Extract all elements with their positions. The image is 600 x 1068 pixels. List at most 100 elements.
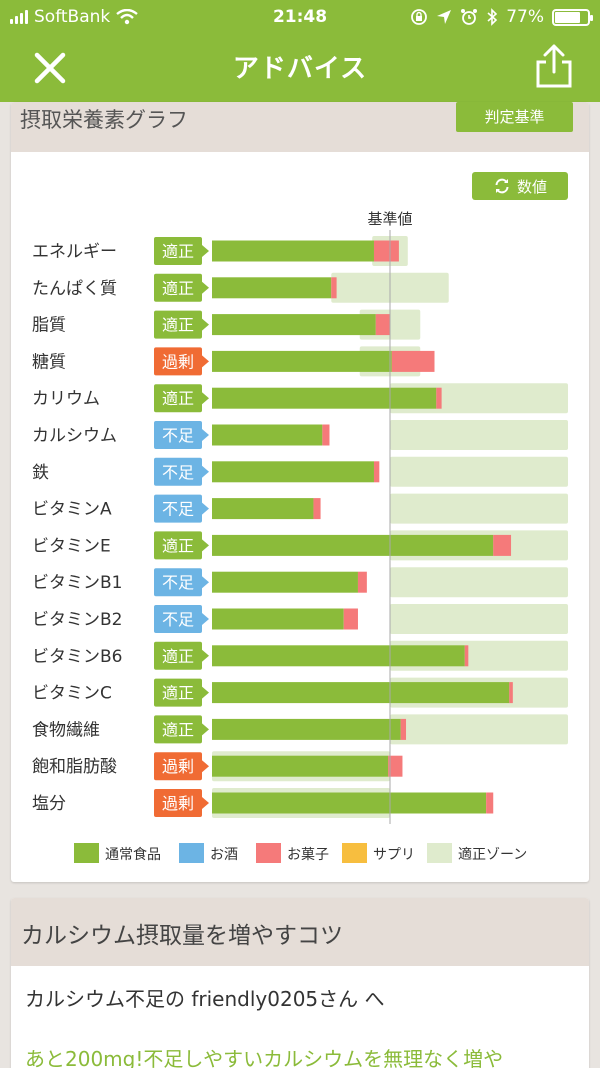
status-badge [154, 605, 202, 633]
location-icon [437, 10, 452, 24]
status-badge [154, 421, 202, 449]
chart-row: ビタミンB6 適正 [32, 640, 568, 671]
legend-label: お菓子 [287, 847, 329, 863]
status-badge-arrow [202, 392, 209, 405]
status-badge [154, 531, 202, 560]
bar-sweets [493, 534, 512, 556]
bar-food [212, 424, 323, 446]
status-badge [154, 273, 202, 302]
status-badge-arrow [202, 318, 209, 331]
status-badge-label: 適正 [162, 720, 194, 739]
status-time: 21:48 [272, 7, 328, 27]
chart-row: ビタミンA 不足 [32, 493, 568, 524]
status-badge-label: 適正 [162, 536, 194, 555]
zone-band [390, 567, 568, 598]
bar-sweets [436, 387, 442, 409]
zone-band [390, 604, 568, 634]
chart-row: ビタミンE 適正 [32, 530, 568, 561]
nutrient-label: 糖質 [32, 352, 66, 372]
bar-sweets [388, 755, 403, 777]
nutrient-label: ビタミンA [32, 500, 112, 520]
status-badge-label: 不足 [162, 500, 194, 519]
criteria-button[interactable]: 判定基準 [456, 102, 573, 132]
chart-row: ビタミンB1 不足 [32, 567, 568, 598]
page-title: アドバイス [232, 54, 368, 84]
chart-row: たんぱく質 適正 [32, 272, 449, 303]
alarm-icon [461, 9, 478, 25]
nutrient-label: 鉄 [32, 463, 49, 483]
bar-food [212, 314, 376, 336]
bar-food [212, 240, 374, 262]
status-badge-label: 不足 [162, 573, 194, 592]
bar-sweets [357, 571, 367, 593]
legend-swatch [256, 843, 281, 863]
status-badge-label: 適正 [162, 279, 194, 298]
bar-sweets [373, 461, 380, 483]
bar-sweets [313, 498, 321, 520]
status-badge [154, 789, 202, 817]
tips-text[interactable]: あと200mg!不足しやすいカルシウムを無理なく増や [25, 1047, 504, 1068]
value-toggle-button[interactable]: 数値 [472, 172, 568, 200]
legend-swatch [342, 843, 367, 863]
status-badge-arrow [202, 686, 209, 699]
nutrient-label: 塩分 [32, 794, 66, 814]
chart-row: 脂質 適正 [32, 309, 421, 340]
status-badge [154, 715, 202, 744]
bar-sweets [375, 314, 390, 336]
nutrient-label: 脂質 [32, 316, 66, 336]
bar-sweets [331, 277, 337, 299]
bar-food [212, 755, 389, 777]
bar-sweets [343, 608, 358, 630]
status-badge [154, 678, 202, 707]
bar-food [212, 718, 401, 740]
tips-greeting: カルシウム不足の friendly0205さん へ [25, 987, 385, 1011]
chart-row: カルシウム 不足 [32, 420, 568, 450]
nutrition-graph-card: 摂取栄養素グラフ 判定基準 数値 エネルギー 適正 たんぱく質 適正 脂質 適正 糖質 過剰カ… [11, 102, 589, 882]
carrier-name: SoftBank [34, 7, 111, 27]
status-badge-arrow [202, 723, 209, 736]
orientation-lock-icon [411, 9, 428, 25]
status-badge-arrow [202, 613, 209, 625]
status-badge-arrow [202, 465, 209, 478]
nutrition-graph-title: 摂取栄養素グラフ [20, 108, 188, 132]
share-icon[interactable] [532, 42, 576, 90]
status-badge-label: 適正 [162, 647, 194, 666]
status-badge-label: 不足 [162, 610, 194, 629]
legend-label: サプリ [373, 847, 415, 863]
nutrient-label: カルシウム [32, 426, 117, 446]
bar-food [212, 534, 494, 556]
zone-band [390, 420, 568, 450]
calcium-tips-card: カルシウム摂取量を増やすコツ カルシウム不足の friendly0205さん へ… [11, 898, 589, 1068]
close-icon[interactable] [28, 46, 72, 90]
status-badge-label: 過剰 [162, 352, 194, 371]
wifi-icon [116, 9, 138, 25]
legend-item: 通常食品 [74, 843, 161, 863]
status-badge-label: 適正 [162, 684, 194, 703]
bar-food [212, 571, 358, 593]
nutrient-label: 飽和脂肪酸 [32, 757, 117, 777]
calcium-tips-header: カルシウム摂取量を増やすコツ [11, 898, 589, 966]
status-badge-arrow [202, 649, 209, 662]
bluetooth-icon [487, 8, 498, 26]
legend-label: 通常食品 [105, 846, 161, 863]
chart-row: 飽和脂肪酸 過剰 [32, 751, 403, 782]
bar-food [212, 461, 374, 483]
chart-row: 鉄 不足 [32, 456, 568, 487]
bar-food [212, 645, 465, 667]
bar-sweets [391, 350, 435, 372]
status-badge-label: 適正 [162, 242, 194, 261]
nutrient-label: エネルギー [32, 242, 117, 262]
status-badge [154, 310, 202, 339]
chart-row: ビタミンC 適正 [32, 677, 568, 708]
status-badge-arrow [202, 797, 209, 809]
legend-label: 適正ゾーン [458, 846, 527, 863]
nutrient-label: ビタミンC [32, 684, 112, 704]
value-toggle-label: 数値 [516, 177, 547, 196]
status-badge [154, 494, 202, 523]
nav-bar: アドバイス [0, 34, 600, 102]
chart-row: 食物繊維 適正 [32, 714, 568, 745]
status-badge-arrow [202, 355, 209, 368]
status-badge [154, 568, 202, 597]
bar-sweets [400, 718, 407, 740]
zone-band [390, 714, 568, 745]
